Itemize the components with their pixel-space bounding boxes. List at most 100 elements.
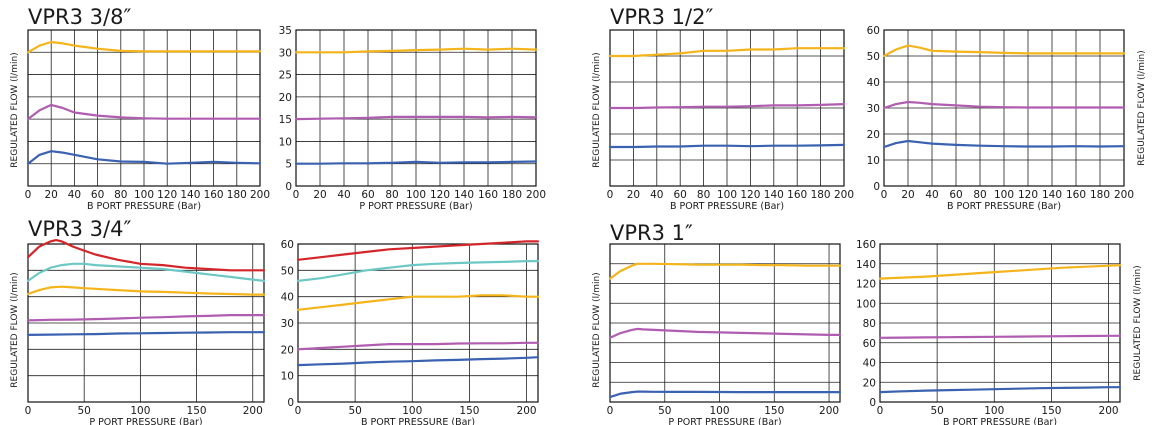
x-tick-label: 100: [406, 189, 426, 201]
x-tick-label: 150: [1041, 405, 1061, 417]
y-tick-label: 10: [279, 136, 292, 148]
group-ylabel-left-3-8: REGULATED FLOW (l/min): [10, 52, 20, 167]
series-line-teal: [26, 262, 266, 282]
y-tick-label: 30: [281, 318, 294, 330]
series-line-violet: [294, 115, 538, 121]
chart-3: 0 20 40 60 80 100 120 140 160 180 200 B PORT PRESSU…: [607, 29, 854, 212]
x-tick-label: 40: [925, 189, 938, 201]
y-tick-label: 40: [867, 77, 880, 89]
x-tick-label: 140: [1042, 189, 1062, 201]
group-ylabel-left-1-2: REGULATED FLOW (l/min): [592, 52, 602, 167]
series-line-violet: [878, 334, 1122, 339]
series-line-orange: [608, 262, 842, 280]
x-tick-label: 80: [385, 189, 398, 201]
series-line-teal: [296, 260, 540, 282]
x-tick-label: 60: [949, 189, 962, 201]
x-tick-label: 200: [526, 189, 546, 201]
x-tick-label: 40: [650, 189, 663, 201]
y-tick-label: 60: [281, 239, 294, 251]
x-tick-label: 100: [710, 405, 730, 417]
x-tick-label: 50: [930, 405, 943, 417]
x-tick-label: 200: [1114, 189, 1134, 201]
y-tick-label: 40: [863, 358, 876, 370]
plot-frame: [295, 29, 537, 187]
series-line-violet: [608, 327, 842, 339]
x-axis-label: B PORT PRESSURE (Bar): [943, 417, 1057, 425]
x-tick-label: 80: [114, 189, 127, 201]
x-tick-label: 180: [1090, 189, 1110, 201]
group-ylabel-left-3-4: REGULATED FLOW (l/min): [10, 272, 20, 387]
x-axis-label: P PORT PRESSURE (Bar): [89, 417, 202, 425]
x-tick-label: 100: [994, 189, 1014, 201]
plot-frame: [27, 243, 265, 403]
y-tick-label: 50: [281, 265, 294, 277]
x-tick-label: 120: [430, 189, 450, 201]
group-title-vpr3-1: VPR3 1″: [610, 221, 693, 245]
series-line-blue: [296, 356, 540, 367]
y-tick-label: 160: [856, 239, 876, 251]
y-tick-label: 10: [867, 155, 880, 167]
y-tick-label: 40: [281, 292, 294, 304]
chart-1: 0 20 40 60 80 100 120 140 160 180 200 B PORT PRESSU…: [25, 29, 270, 212]
series-line-red: [26, 239, 266, 272]
x-tick-label: 200: [517, 405, 537, 417]
y-tick-label: 20: [281, 344, 294, 356]
x-tick-label: 160: [787, 189, 807, 201]
x-axis-label: B PORT PRESSURE (Bar): [947, 201, 1061, 212]
y-tick-label: 0: [873, 181, 880, 193]
x-axis-label: P PORT PRESSURE (Bar): [668, 417, 781, 425]
chart-6: 0 50 100 150 200 0 10 20 30 40 50 60 B PORT PRESSURE…: [281, 239, 540, 425]
x-tick-label: 50: [78, 405, 91, 417]
y-tick-label: 5: [285, 159, 292, 171]
plot-frame: [27, 29, 261, 187]
x-tick-label: 50: [348, 405, 361, 417]
x-axis-label: B PORT PRESSURE (Bar): [87, 201, 201, 212]
y-tick-label: 120: [856, 279, 876, 291]
group-title-vpr3-3-4: VPR3 3/4″: [28, 217, 131, 241]
y-axis-label: REGULATED FLOW (l/min): [1133, 265, 1143, 380]
series-line-orange: [296, 294, 540, 311]
x-axis-label: B PORT PRESSURE (Bar): [670, 201, 784, 212]
x-tick-label: 100: [134, 189, 154, 201]
x-tick-label: 100: [130, 405, 150, 417]
x-tick-label: 120: [157, 189, 177, 201]
x-tick-label: 80: [697, 189, 710, 201]
y-tick-label: 20: [863, 377, 876, 389]
chart-8: 0 50 100 150 200 0 20 40 60 80 100 120 140 160 B PORT …: [856, 239, 1143, 425]
x-tick-label: 180: [227, 189, 247, 201]
x-tick-label: 160: [478, 189, 498, 201]
x-tick-label: 40: [68, 189, 81, 201]
x-tick-label: 180: [811, 189, 831, 201]
x-tick-label: 0: [293, 189, 300, 201]
y-tick-label: 60: [867, 25, 880, 37]
series-line-violet: [296, 341, 540, 351]
x-tick-label: 150: [459, 405, 479, 417]
group-title-vpr3-1-2: VPR3 1/2″: [610, 5, 713, 29]
x-tick-label: 20: [901, 189, 914, 201]
y-tick-label: 80: [863, 318, 876, 330]
series-line-blue: [294, 160, 538, 165]
series-line-blue: [26, 331, 266, 336]
group-ylabel-left-1: REGULATED FLOW (l/min): [592, 272, 602, 387]
y-tick-label: 0: [285, 181, 292, 193]
y-tick-label: 25: [279, 70, 292, 82]
series-line-orange: [26, 285, 266, 296]
y-tick-label: 10: [281, 371, 294, 383]
series-line-orange: [882, 44, 1126, 58]
series-line-orange: [294, 47, 538, 54]
x-tick-label: 0: [881, 189, 888, 201]
series-line-blue: [26, 150, 262, 165]
series-line-blue: [608, 390, 842, 399]
series-line-violet: [882, 100, 1126, 110]
x-axis-label: P PORT PRESSURE (Bar): [359, 201, 472, 212]
x-tick-label: 60: [91, 189, 104, 201]
x-tick-label: 150: [764, 405, 784, 417]
x-tick-label: 200: [243, 405, 263, 417]
y-tick-label: 0: [869, 397, 876, 409]
x-tick-label: 60: [674, 189, 687, 201]
series-line-blue: [608, 143, 846, 149]
series-line-blue: [882, 139, 1126, 149]
x-tick-label: 0: [607, 405, 614, 417]
x-tick-label: 80: [973, 189, 986, 201]
